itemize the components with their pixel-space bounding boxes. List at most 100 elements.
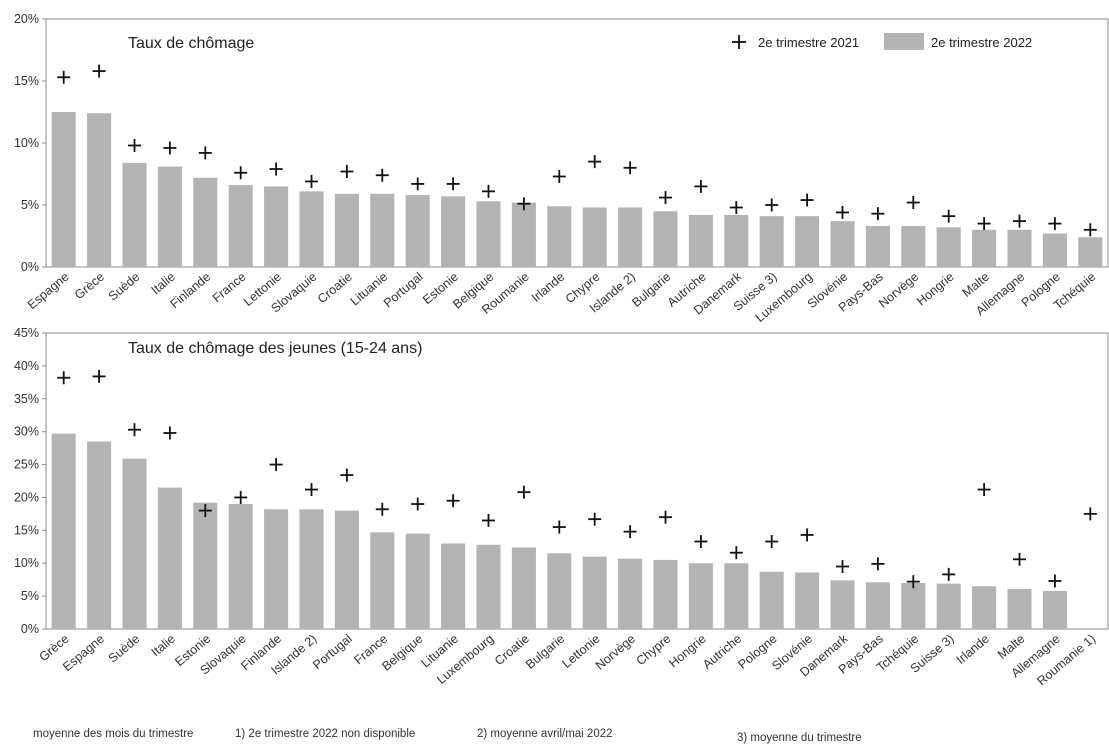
bar <box>865 582 890 629</box>
bar <box>193 502 218 629</box>
marker-2021 <box>552 169 566 183</box>
y-tick-label: 15% <box>14 74 39 88</box>
category-label: Bulgarie <box>523 632 567 672</box>
bar <box>547 206 572 267</box>
bar <box>405 533 430 629</box>
bar <box>476 201 501 267</box>
bar <box>193 177 218 267</box>
marker-2021 <box>446 177 460 191</box>
bar <box>405 195 430 267</box>
category-label: Italie <box>149 632 178 660</box>
bar <box>653 211 678 267</box>
marker-2021 <box>128 138 141 152</box>
marker-2021 <box>1083 507 1097 521</box>
marker-2021 <box>623 161 637 175</box>
legend-bar-label: 2e trimestre 2022 <box>931 35 1032 50</box>
bar <box>688 563 713 629</box>
marker-2021 <box>340 468 354 482</box>
marker-2021 <box>234 490 248 504</box>
marker-2021 <box>198 504 212 518</box>
bar <box>476 544 501 629</box>
marker-2021 <box>552 520 566 534</box>
category-label: Hongrie <box>914 270 957 309</box>
bar <box>547 553 572 629</box>
bar <box>1007 229 1032 267</box>
marker-2021 <box>765 198 779 212</box>
bar <box>511 547 536 629</box>
y-tick-label: 45% <box>14 326 39 340</box>
bar <box>795 216 820 267</box>
marker-2021 <box>871 207 885 221</box>
marker-2021 <box>1013 552 1026 566</box>
legend-marker-label: 2e trimestre 2021 <box>758 35 859 50</box>
marker-2021 <box>694 179 708 193</box>
category-label: Irlande <box>954 632 992 667</box>
bar <box>122 162 147 267</box>
footnote-2: 2) moyenne avril/mai 2022 <box>477 728 613 740</box>
category-label: Norvège <box>876 270 921 311</box>
marker-2021 <box>1048 217 1062 231</box>
category-label: Irlande <box>529 270 567 305</box>
marker-2021 <box>729 546 743 560</box>
bar <box>759 571 784 629</box>
y-tick-label: 20% <box>14 490 39 504</box>
y-tick-label: 30% <box>14 425 39 439</box>
category-label: Espagne <box>25 270 72 312</box>
bar <box>1042 233 1067 267</box>
y-tick-label: 10% <box>14 136 39 150</box>
marker-2021 <box>92 369 106 383</box>
bar <box>51 112 76 267</box>
marker-2021 <box>1083 223 1097 237</box>
y-tick-label: 35% <box>14 392 39 406</box>
bar <box>865 226 890 267</box>
bar <box>228 504 253 629</box>
marker-2021 <box>588 155 602 169</box>
marker-2021 <box>836 205 849 219</box>
marker-2021 <box>57 371 71 385</box>
bar <box>582 556 607 629</box>
bar <box>511 202 536 267</box>
marker-2021 <box>1013 214 1026 228</box>
bar <box>972 229 997 267</box>
bar <box>264 186 289 267</box>
marker-2021 <box>800 193 814 207</box>
marker-2021 <box>482 184 495 198</box>
bar <box>901 582 926 629</box>
bar <box>87 113 112 268</box>
marker-2021 <box>942 209 956 223</box>
bar <box>299 509 324 629</box>
bar <box>1007 588 1032 629</box>
category-label: Portugal <box>381 270 426 311</box>
bar <box>724 563 749 629</box>
bar <box>370 193 395 267</box>
marker-2021 <box>375 502 389 516</box>
category-label: Grèce <box>72 270 107 303</box>
marker-2021 <box>340 165 354 179</box>
y-tick-label: 20% <box>14 12 39 26</box>
marker-2021 <box>517 485 531 499</box>
category-label: Suède <box>106 632 143 666</box>
y-tick-label: 15% <box>14 523 39 537</box>
bar <box>582 207 607 267</box>
marker-2021 <box>765 535 779 549</box>
bar <box>87 441 112 629</box>
marker-2021 <box>92 64 106 78</box>
marker-2021 <box>836 560 849 574</box>
category-label: Bulgarie <box>629 270 673 310</box>
marker-2021 <box>623 525 637 539</box>
legend-bar-swatch <box>884 33 924 50</box>
footnote-3: 3) moyenne du trimestre <box>737 732 862 744</box>
marker-2021 <box>198 146 212 160</box>
y-tick-label: 40% <box>14 359 39 373</box>
bar <box>936 227 961 267</box>
y-tick-label: 25% <box>14 458 39 472</box>
marker-2021 <box>163 141 177 155</box>
bar <box>830 580 855 629</box>
y-tick-label: 0% <box>21 260 39 274</box>
marker-2021 <box>906 575 920 589</box>
bar <box>901 226 926 267</box>
marker-2021 <box>269 458 283 472</box>
bar <box>972 586 997 629</box>
